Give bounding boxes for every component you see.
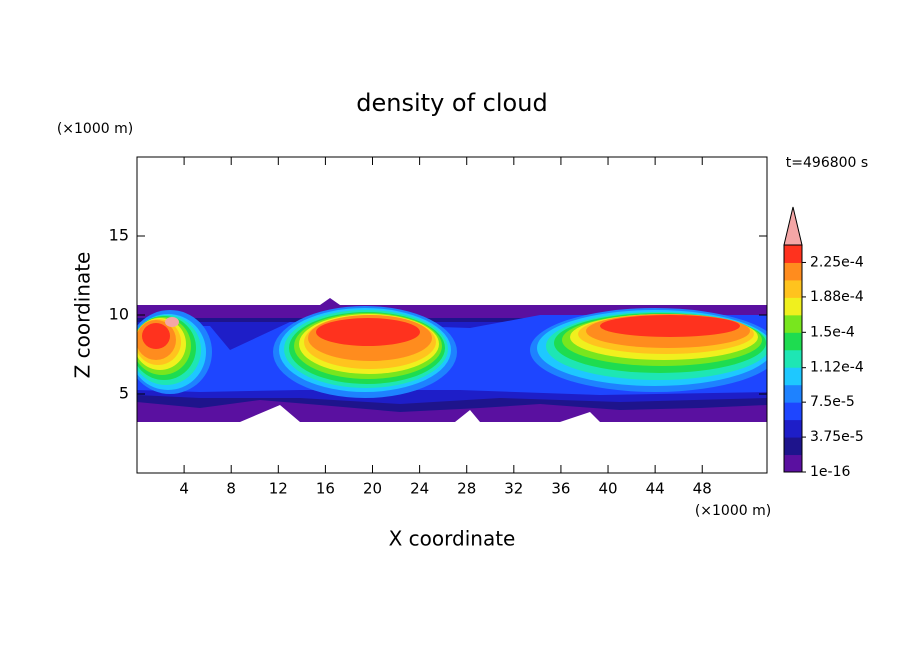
colorbar-tick-label: 1e-16 [810, 464, 850, 480]
y-tick-label: 5 [119, 384, 129, 403]
colorbar-band [784, 279, 802, 298]
y-tick-label: 15 [109, 226, 129, 245]
x-tick-label: 16 [316, 480, 335, 498]
colorbar-band [784, 419, 802, 438]
colorbar-band [784, 384, 802, 403]
colorbar-band [784, 402, 802, 421]
colorbar-band [784, 367, 802, 386]
x-tick-label: 36 [551, 480, 570, 498]
x-tick-label: 12 [269, 480, 288, 498]
colorbar-tick-label: 1.5e-4 [810, 324, 855, 340]
colorbar-band [784, 349, 802, 368]
colorbar-tick-label: 3.75e-5 [810, 429, 864, 445]
colorbar-frame [783, 244, 803, 473]
colorbar-tick-label: 2.25e-4 [810, 254, 864, 270]
x-axis-label: X coordinate [389, 527, 516, 551]
colorbar-over [783, 206, 803, 246]
y-axis-label: Z coordinate [71, 252, 95, 379]
colorbar-band [784, 245, 802, 263]
colorbar-band [784, 437, 802, 456]
x-tick-label: 8 [226, 480, 236, 498]
time-label: t=496800 s [786, 155, 868, 171]
colorbar-band [784, 332, 802, 351]
x-tick-label: 32 [504, 480, 523, 498]
x-tick-label: 4 [179, 480, 189, 498]
x-tick-label: 24 [410, 480, 429, 498]
colorbar-tick-label: 7.5e-5 [810, 394, 855, 410]
colorbar-tick-label: 1.12e-4 [810, 360, 864, 376]
x-tick-label: 44 [646, 480, 665, 498]
y-unit: (×1000 m) [57, 121, 133, 137]
x-tick-label: 28 [457, 480, 476, 498]
colorbar-tick-label: 1.88e-4 [810, 289, 864, 305]
x-tick-label: 20 [363, 480, 382, 498]
y-tick-label: 10 [109, 305, 129, 324]
colorbar-band [784, 454, 802, 473]
colorbar-band [784, 262, 802, 281]
chart-title: density of cloud [356, 89, 547, 117]
contour-field [137, 298, 767, 422]
x-unit: (×1000 m) [695, 503, 771, 519]
colorbar-band [784, 297, 802, 316]
colorbar-band [784, 314, 802, 333]
x-tick-label: 48 [693, 480, 712, 498]
x-tick-label: 40 [598, 480, 617, 498]
